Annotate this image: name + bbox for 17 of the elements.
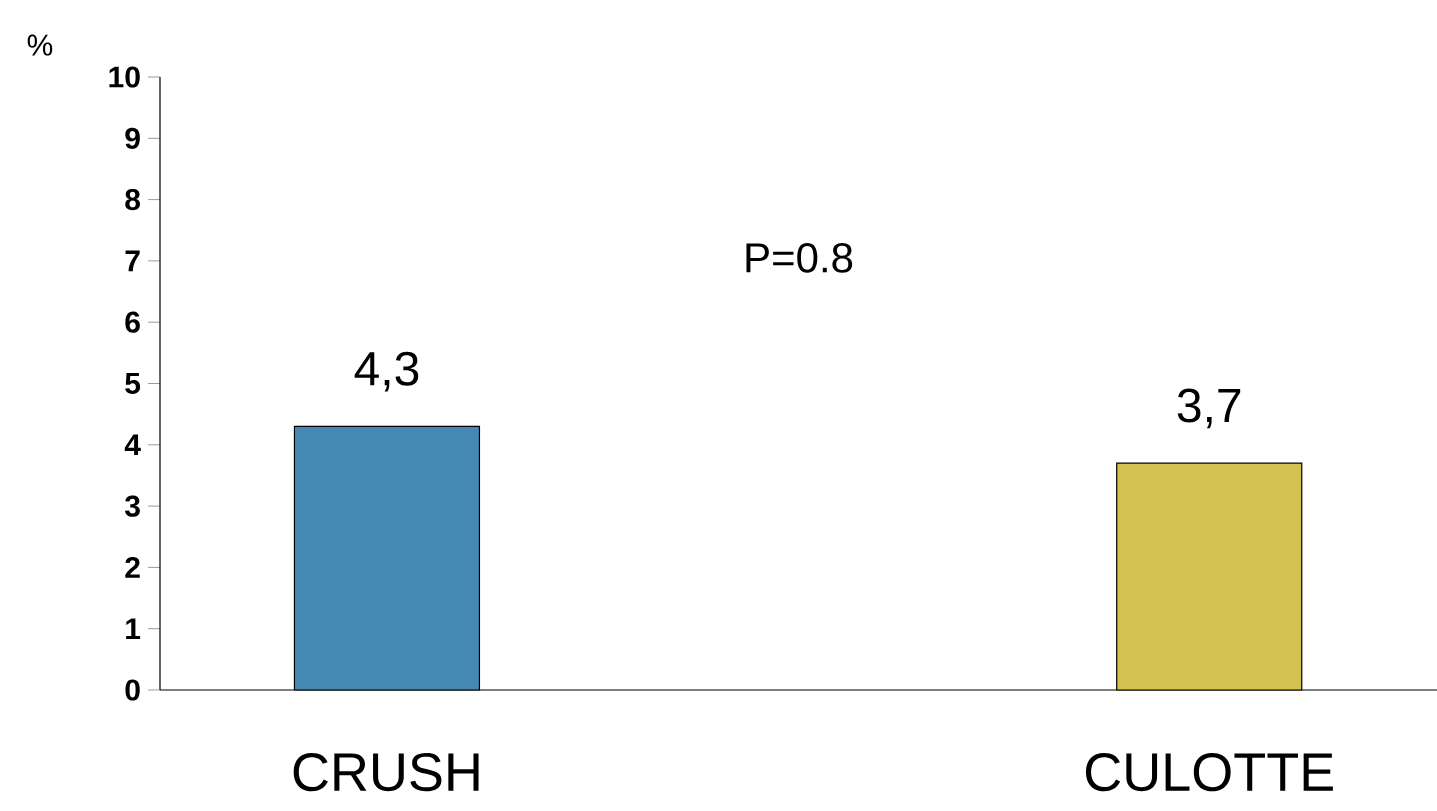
y-tick-label: 1 xyxy=(126,618,141,640)
data-label: 3,7 xyxy=(1177,388,1241,429)
data-label: 4,3 xyxy=(354,351,419,392)
y-tick-label: 6 xyxy=(125,311,140,333)
y-tick-label: 9 xyxy=(125,127,140,149)
y-axis-title: % xyxy=(27,34,53,56)
x-tick-label: CULOTTE xyxy=(1085,753,1333,792)
x-tick-label: CRUSH xyxy=(293,753,479,792)
y-tick-label: 5 xyxy=(125,373,141,394)
y-tick-label: 3 xyxy=(124,495,140,517)
y-tick-label: 2 xyxy=(125,556,140,578)
y-tick-label: 7 xyxy=(125,250,140,272)
y-tick-label: 8 xyxy=(125,188,141,211)
y-tick-label: 4 xyxy=(124,434,141,456)
y-tick-label: 0 xyxy=(125,679,140,701)
y-tick-label: 10 xyxy=(109,66,140,88)
annotation: P=0.8 xyxy=(746,242,853,273)
